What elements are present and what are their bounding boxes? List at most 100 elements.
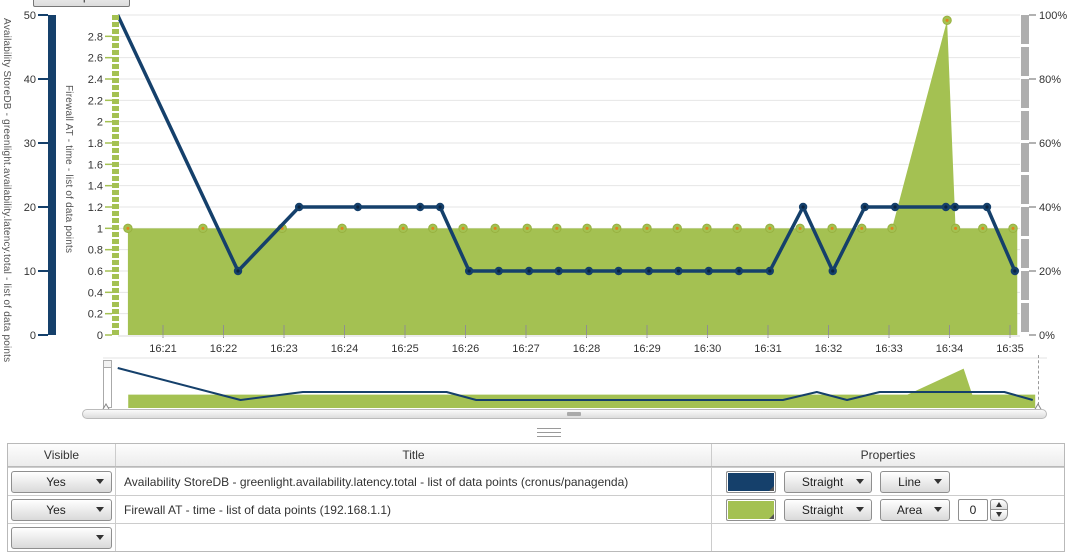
chevron-down-icon — [96, 479, 104, 484]
series-table: Visible Title Properties Yes Availabilit… — [7, 443, 1065, 552]
area-series-dot-center — [890, 226, 894, 230]
visible-dropdown[interactable]: Yes — [11, 498, 112, 521]
scrollbar-grip-icon[interactable] — [567, 412, 581, 416]
right-axis-tick-label: 40% — [1039, 202, 1061, 214]
series-color-swatch[interactable] — [726, 470, 776, 493]
x-axis-tick-label: 16:25 — [391, 343, 419, 355]
left-axis-2-tick-label: 1.2 — [88, 202, 103, 214]
table-row: Yes Firewall AT - time - list of data po… — [8, 495, 1064, 523]
interpolation-dropdown[interactable]: Straight — [784, 470, 872, 493]
area-series-dot-center — [555, 226, 559, 230]
right-axis-tick-label: 0% — [1039, 330, 1055, 342]
area-series-dot-center — [705, 226, 709, 230]
interpolation-dropdown[interactable]: Straight — [784, 498, 872, 521]
x-axis-tick-label: 16:35 — [996, 343, 1024, 355]
area-series-dot-center — [830, 226, 834, 230]
x-axis-tick-label: 16:24 — [331, 343, 359, 355]
line-series-dot-center — [737, 269, 741, 273]
area-series-dot-center — [525, 226, 529, 230]
spinner-up-icon — [996, 501, 1002, 507]
spinner-down-icon — [996, 512, 1002, 517]
left-axis-2-tick-label: 2.6 — [88, 53, 103, 65]
spinner-down-button[interactable] — [990, 509, 1008, 521]
x-axis-tick-label: 16:34 — [936, 343, 964, 355]
x-axis-tick-label: 16:30 — [694, 343, 722, 355]
line-series-dot-center — [801, 205, 805, 209]
interpolation-value: Straight — [801, 474, 844, 489]
area-series-dot-center — [954, 226, 958, 230]
line-series-dot-center — [944, 205, 948, 209]
left-axis-1-tick-label: 40 — [24, 74, 36, 86]
right-axis-tick-label: 100% — [1039, 10, 1067, 22]
area-series-dot-center — [860, 226, 864, 230]
splitter-grip-icon[interactable] — [537, 426, 561, 438]
navigator-left-handle[interactable] — [103, 360, 112, 408]
left-axis-2-tick-label: 2.2 — [88, 95, 103, 107]
area-series-dot-center — [615, 226, 619, 230]
line-series-dot-center — [587, 269, 591, 273]
x-axis-tick-label: 16:23 — [270, 343, 298, 355]
area-series-dot-center — [493, 226, 497, 230]
area-series-dot-center — [945, 18, 949, 22]
line-series-dot-center — [297, 205, 301, 209]
line-series-dot-center — [863, 205, 867, 209]
left-axis-2-tick-label: 0.6 — [88, 266, 103, 278]
series-color-swatch[interactable] — [726, 498, 776, 521]
area-series-dot-center — [201, 226, 205, 230]
x-axis-tick-label: 16:22 — [210, 343, 238, 355]
series-style-dropdown[interactable]: Line — [880, 470, 950, 493]
timeseries-chart: 16:21 16:22 16:23 16:24 16:25 16:26 16:27 16:28… — [24, 10, 1067, 408]
series-style-dropdown[interactable]: Area — [880, 498, 950, 521]
line-series-dot-center — [616, 269, 621, 273]
area-series-dot-center — [675, 226, 679, 230]
navigator-right-handle[interactable] — [1038, 355, 1040, 405]
chevron-down-icon — [856, 507, 864, 512]
line-series-dot-center — [418, 205, 422, 209]
chevron-down-icon — [96, 507, 104, 512]
line-series-dot-center — [676, 269, 681, 273]
area-series-dot-center — [401, 226, 405, 230]
left-axis-2-tick-label: 1 — [97, 223, 103, 235]
left-axis-1-tick-label: 50 — [24, 10, 36, 22]
area-series — [127, 20, 1018, 335]
left-axis-2-tick-label: 2.4 — [88, 74, 103, 86]
series-style-value: Area — [896, 502, 923, 517]
left-axis-1-tick-label: 10 — [24, 266, 36, 278]
left-axis-2-tick-label: 1.6 — [88, 159, 103, 171]
area-series-dot-center — [461, 226, 465, 230]
column-header-properties: Properties — [860, 448, 916, 462]
axis-options-button[interactable]: Axis Options — [33, 0, 130, 7]
line-series-dot-center — [831, 269, 835, 273]
line-series-dot-center — [893, 205, 897, 209]
visible-dropdown[interactable] — [11, 526, 112, 549]
series-style-value: Line — [898, 474, 921, 489]
left-axis-1-tick-label: 20 — [24, 202, 36, 214]
left-axis-2-tick-label: 2.8 — [88, 31, 103, 43]
left-axis-2-tick-label: 0.4 — [88, 287, 103, 299]
area-series-dot-center — [1011, 226, 1015, 230]
left-axis-2-tick-label: 0.8 — [88, 245, 103, 257]
series-title: Firewall AT - time - list of data points… — [116, 496, 712, 523]
left-axis-2-tick-label: 1.4 — [88, 181, 103, 193]
area-series-dot-center — [981, 226, 985, 230]
table-header-row: Visible Title Properties — [8, 444, 1064, 467]
area-series-dot-center — [645, 226, 649, 230]
spinner-up-button[interactable] — [990, 498, 1008, 510]
line-series-dot-center — [985, 205, 989, 209]
left-axis-1-tick-label: 0 — [30, 330, 36, 342]
visible-dropdown-value: Yes — [46, 502, 66, 517]
navigator-left-handle-grip-icon[interactable] — [103, 360, 112, 368]
left-axis-2-tick-label: 1.8 — [88, 138, 103, 150]
navigator-area-series — [128, 368, 1036, 408]
visible-dropdown[interactable]: Yes — [11, 470, 112, 493]
x-axis-tick-label: 16:21 — [149, 343, 177, 355]
left-axis-1-title: Availability StoreDB - greenlight.availa… — [1, 18, 12, 363]
line-series-dot-center — [356, 205, 360, 209]
table-row: Yes Availability StoreDB - greenlight.av… — [8, 467, 1064, 495]
offset-input[interactable]: 0 — [958, 498, 988, 521]
column-header-visible: Visible — [8, 444, 116, 466]
column-header-title: Title — [116, 444, 712, 466]
line-series-dot-center — [647, 269, 651, 273]
navigator-scrollbar[interactable] — [82, 409, 1047, 419]
chevron-down-icon — [934, 507, 942, 512]
